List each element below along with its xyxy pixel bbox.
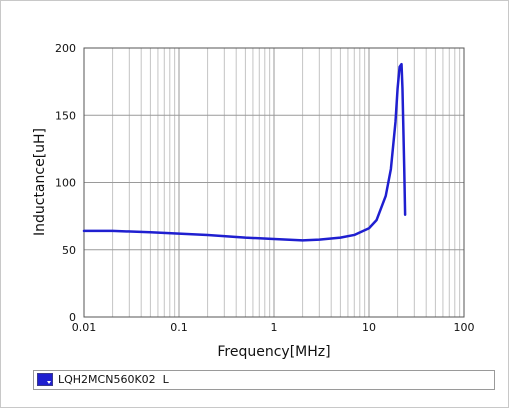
y-tick-label: 200: [55, 42, 76, 55]
y-tick-label: 100: [55, 177, 76, 190]
grid-layer: [83, 47, 464, 318]
plot-border: [83, 47, 465, 318]
x-tick-label: 1: [271, 321, 278, 334]
y-tick-labels: 0 50 100 150 200: [55, 42, 76, 324]
x-tick-label: 100: [454, 321, 475, 334]
y-tick-label: 150: [55, 109, 76, 122]
legend: LQH2MCN560K02 L: [33, 370, 495, 390]
x-tick-label: 0.01: [72, 321, 97, 334]
x-axis-title: Frequency[MHz]: [217, 344, 330, 360]
y-axis-title: Inductance[uH]: [32, 128, 48, 236]
y-tick-label: 50: [62, 244, 76, 257]
y-tick-label: 0: [69, 311, 76, 324]
series-layer: [82, 62, 407, 242]
x-tick-label: 10: [362, 321, 376, 334]
x-tick-label: 0.1: [170, 321, 188, 334]
x-tick-labels: 0.01 0.1 1 10 100: [72, 321, 475, 334]
series-line: [82, 62, 407, 242]
legend-color-swatch-dropdown[interactable]: [37, 373, 53, 386]
legend-label: LQH2MCN560K02 L: [58, 373, 169, 386]
